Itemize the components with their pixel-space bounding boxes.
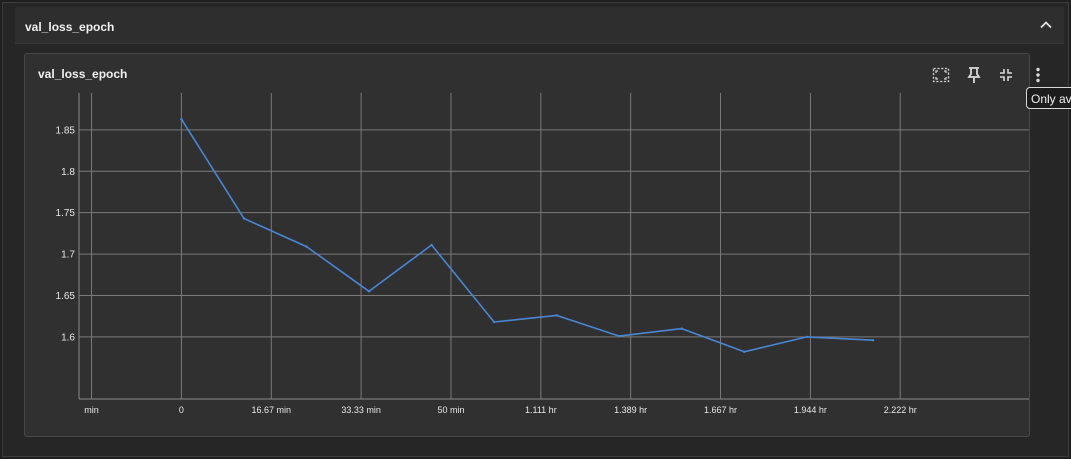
data-point[interactable] xyxy=(492,320,496,324)
y-tick-label: 1.8 xyxy=(61,167,75,178)
x-tick-label: 16.67 min xyxy=(252,405,292,415)
pin-icon[interactable] xyxy=(964,65,984,85)
data-point[interactable] xyxy=(871,339,875,342)
more-vert-icon[interactable] xyxy=(1028,65,1048,85)
data-point[interactable] xyxy=(617,334,621,338)
x-tick-label: 1.111 hr xyxy=(525,405,557,415)
group-title: val_loss_epoch xyxy=(25,20,115,34)
card-title: val_loss_epoch xyxy=(38,67,128,81)
tooltip: Only av xyxy=(1026,87,1071,109)
x-tick-label: 1.667 hr xyxy=(704,405,737,415)
x-tick-label: 1.389 hr xyxy=(614,405,647,415)
chevron-up-icon[interactable] xyxy=(1038,17,1054,33)
data-point[interactable] xyxy=(305,245,308,248)
data-point[interactable] xyxy=(430,243,433,247)
line-chart[interactable]: 1.85 1.8 1.75 1.7 1.65 1.6 min 0 16.67 min 33.33 … xyxy=(25,54,1029,436)
data-point[interactable] xyxy=(367,290,371,293)
x-tick-label: 33.33 min xyxy=(341,405,381,415)
collapse-card-icon[interactable] xyxy=(996,65,1016,85)
y-tick-label: 1.7 xyxy=(61,250,75,261)
y-tick-label: 1.85 xyxy=(56,125,76,136)
x-tick-label: 0 xyxy=(179,405,184,415)
x-tick-label: 1.944 hr xyxy=(794,405,827,415)
data-point[interactable] xyxy=(680,327,683,330)
chart-card: val_loss_epoch 1.85 1.8 1.75 1.7 1.65 1.6 min 0… xyxy=(24,53,1040,437)
series-line-val_loss_epoch[interactable] xyxy=(180,118,874,353)
y-tick-label: 1.75 xyxy=(56,208,76,219)
data-point[interactable] xyxy=(555,314,558,317)
data-point[interactable] xyxy=(242,217,246,220)
data-point[interactable] xyxy=(180,117,183,121)
y-tick-label: 1.6 xyxy=(61,332,75,343)
data-point[interactable] xyxy=(743,350,746,353)
data-point[interactable] xyxy=(805,335,808,339)
y-tick-label: 1.65 xyxy=(56,291,76,302)
x-tick-label: min xyxy=(84,405,99,415)
fit-domain-icon[interactable] xyxy=(931,65,951,85)
x-tick-label: 2.222 hr xyxy=(884,405,917,415)
x-tick-label: 50 min xyxy=(437,405,464,415)
group-header[interactable]: val_loss_epoch xyxy=(15,7,1064,44)
